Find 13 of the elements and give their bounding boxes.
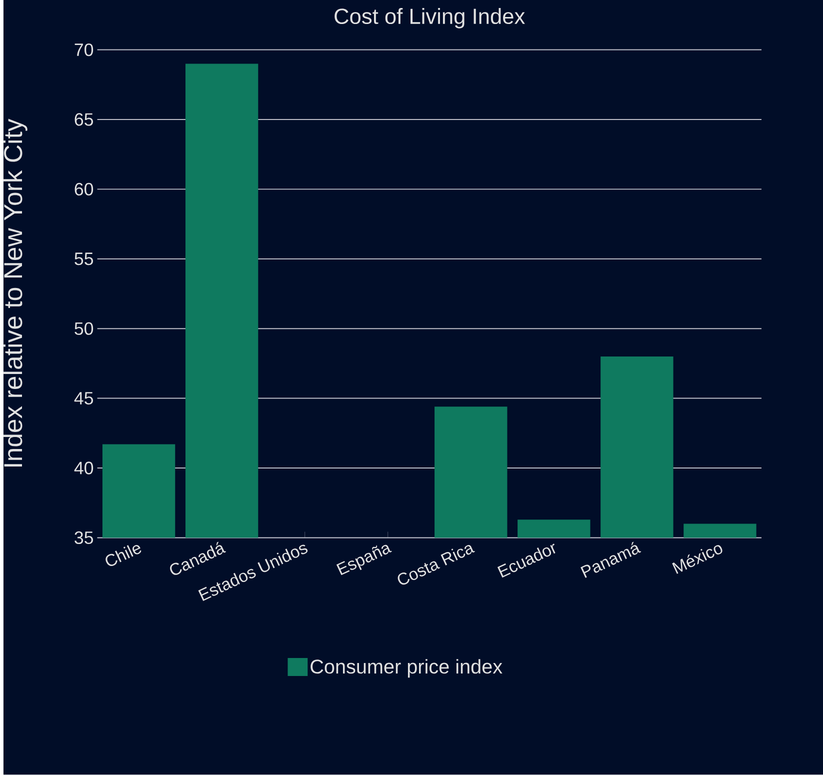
y-tick-label: 45: [74, 392, 94, 405]
x-tick-label: Costa Rica: [398, 545, 475, 585]
y-tick-label: 50: [74, 322, 94, 336]
y-tick-label: 70: [74, 44, 94, 56]
chart-title: Cost of Living Index: [334, 8, 525, 29]
y-tick-label: 35: [74, 532, 94, 544]
y-tick-label: 65: [74, 113, 94, 126]
y-axis-title: Index relative to New York City: [3, 118, 28, 467]
y-tick-label: 60: [74, 182, 94, 196]
x-tick-label: Chile: [106, 545, 142, 566]
legend-label: Consumer price index: [310, 659, 502, 678]
y-tick-label: 55: [74, 252, 94, 266]
y-tick-label: 40: [74, 462, 94, 474]
